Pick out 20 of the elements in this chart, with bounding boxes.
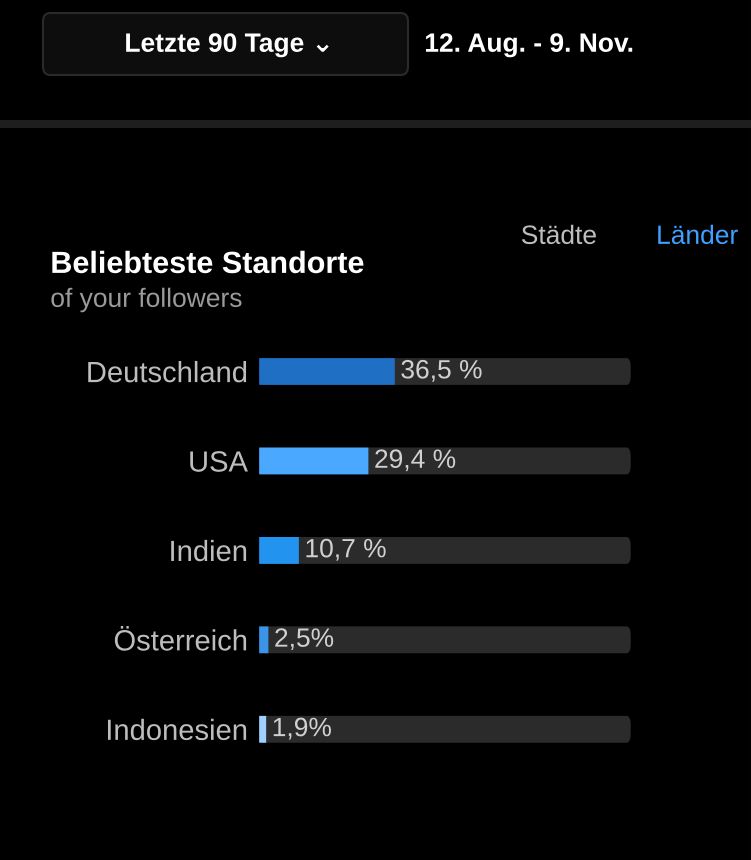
data-label: 2,5% [275, 628, 334, 650]
data-label: 1,9% [274, 718, 331, 740]
chart-title: Beliebteste Standorte [52, 250, 364, 274]
bar [259, 626, 268, 654]
y-tick-label: Indonesien [108, 718, 246, 740]
text: 12. Aug. - 9. Nov. [426, 33, 632, 58]
y-tick-label: Österreich [114, 626, 246, 651]
y-tick-label: Deutschland [88, 360, 246, 382]
data-label: 29,4 % [375, 449, 456, 472]
bar [259, 448, 368, 474]
text: Letzte 90 Tage ⌄ [126, 33, 329, 58]
text: Länder [658, 224, 738, 244]
data-label: 36,5 % [401, 360, 482, 382]
y-tick-label: USA [190, 451, 248, 472]
text: Städte [522, 224, 596, 244]
y-tick-label: Indien [171, 540, 246, 562]
data-label: 10,7 % [306, 538, 386, 561]
bar [259, 716, 266, 743]
bar [259, 536, 299, 564]
chart-subtitle: of your followers [51, 288, 242, 312]
